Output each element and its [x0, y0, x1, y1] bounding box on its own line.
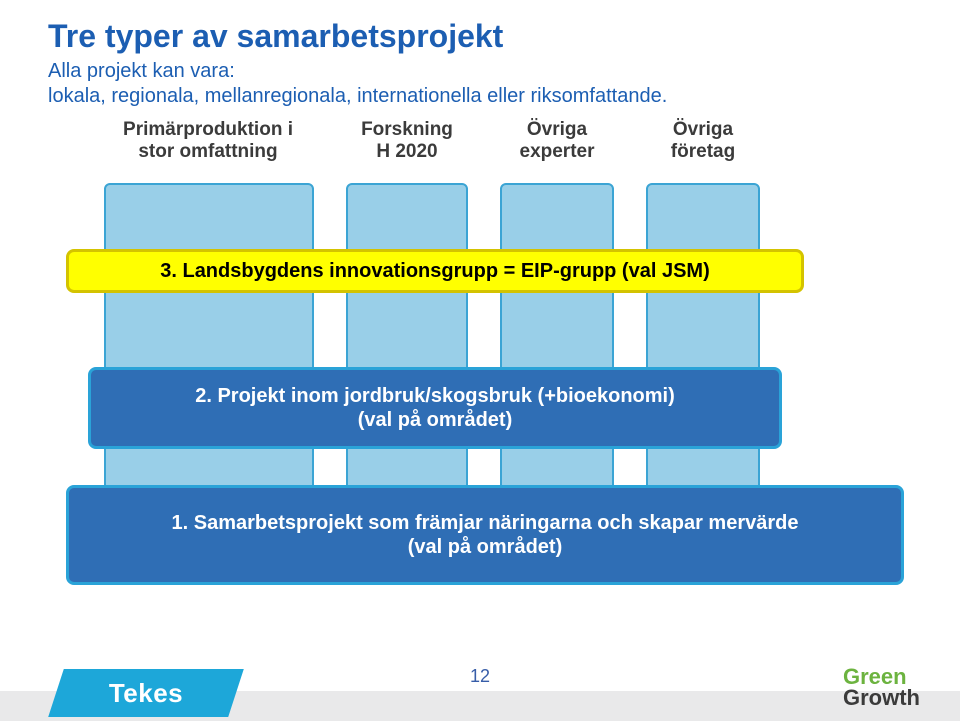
subtitle-line-2: lokala, regionala, mellanregionala, inte…: [48, 85, 667, 107]
bar-eip-group: 3. Landsbygdens innovationsgrupp = EIP-g…: [66, 249, 804, 293]
column-label-2: ForskningH 2020: [336, 119, 478, 163]
column-label-4: Övrigaföretag: [636, 119, 770, 163]
column-label-1: Primärproduktion istor omfattning: [88, 119, 328, 163]
green-growth-logo: Green Growth: [843, 667, 920, 709]
tekes-logo-text: Tekes: [109, 678, 183, 709]
bar-cooperation-projects: 1. Samarbetsprojekt som främjar näringar…: [66, 485, 904, 585]
slide-title: Tre typer av samarbetsprojekt: [48, 18, 912, 55]
tekes-logo: Tekes: [48, 669, 244, 717]
green-growth-growth: Growth: [843, 688, 920, 709]
column-label-3: Övrigaexperter: [490, 119, 624, 163]
chart-area: Primärproduktion istor omfattning Forskn…: [48, 119, 912, 619]
subtitle-line-1: Alla projekt kan vara:: [48, 60, 235, 82]
slide-subtitle: Alla projekt kan vara: lokala, regionala…: [48, 59, 912, 109]
bar-agri-forestry: 2. Projekt inom jordbruk/skogsbruk (+bio…: [88, 367, 782, 449]
